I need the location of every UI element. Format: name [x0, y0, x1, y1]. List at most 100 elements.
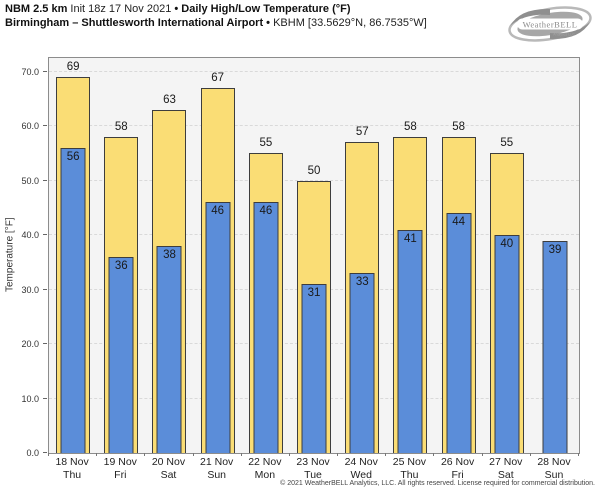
y-tick-label: 20.0 — [21, 339, 39, 350]
x-tick-date: 19 Nov — [103, 456, 137, 468]
bar-group: 39 — [531, 58, 579, 453]
bar-group: 50 31 — [290, 58, 338, 453]
low-bar — [60, 147, 86, 453]
logo-wordmark: WeatherBELL — [523, 20, 578, 30]
x-tick-weekday: Thu — [63, 469, 82, 481]
y-tick-label: 40.0 — [21, 230, 39, 241]
x-tick-weekday: Fri — [114, 469, 127, 481]
x-tick-label: 23 Nov Tue — [289, 456, 337, 482]
x-tick-weekday: Tue — [304, 469, 322, 481]
y-tick-mark — [43, 452, 47, 453]
y-tick-mark — [43, 234, 47, 236]
x-tick-weekday: Sun — [207, 469, 226, 481]
y-axis: 0.0 10.0 20.0 30.0 40.0 50.0 60.0 70.0 — [0, 57, 48, 458]
plot-area: 69 56 58 36 63 38 67 46 55 46 50 31 57 33 58 41 58 44 55 40… — [48, 57, 580, 454]
hurricane-swirl-icon: WeatherBELL Analytics LLC — [508, 6, 592, 42]
chart-header: NBM 2.5 km Init 18z 17 Nov 2021 • Daily … — [5, 2, 427, 30]
x-tick-date: 18 Nov — [55, 456, 89, 468]
x-tick-label: 27 Nov Sat — [482, 456, 530, 482]
low-bar — [253, 202, 279, 453]
x-tick-mark — [529, 453, 531, 456]
y-tick-label: 30.0 — [21, 284, 39, 295]
bar-group: 58 36 — [97, 58, 145, 453]
low-bar — [349, 273, 375, 453]
bar-group: 67 46 — [194, 58, 242, 453]
x-tick-date: 20 Nov — [151, 456, 186, 468]
model-name: NBM 2.5 km — [5, 3, 68, 15]
low-bar — [108, 256, 134, 453]
low-bar — [397, 229, 423, 453]
bar-group: 58 44 — [435, 58, 483, 453]
high-value-label: 58 — [114, 121, 128, 133]
low-value-label: 38 — [163, 248, 176, 261]
x-tick-label: 21 Nov Sun — [193, 456, 241, 482]
x-tick-date: 24 Nov — [344, 456, 378, 468]
high-value-label: 69 — [66, 61, 80, 74]
gridline — [49, 70, 579, 72]
x-tick-date: 27 Nov — [489, 456, 523, 468]
x-tick-date: 26 Nov — [440, 456, 475, 468]
x-tick-label: 20 Nov Sat — [144, 456, 192, 482]
bar-group: 57 33 — [338, 58, 386, 453]
x-tick-date: 22 Nov — [248, 456, 282, 468]
low-bar — [205, 202, 231, 453]
copyright-notice: © 2021 WeatherBELL Analytics, LLC. All r… — [280, 480, 595, 487]
x-tick-mark — [433, 453, 435, 456]
x-tick-mark — [192, 453, 194, 456]
high-value-label: 57 — [355, 126, 369, 139]
low-value-label: 31 — [307, 287, 321, 300]
low-value-label: 41 — [404, 232, 417, 245]
y-tick-label: 70.0 — [21, 66, 39, 77]
header-title-line2: Birmingham – Shuttlesworth International… — [5, 16, 427, 30]
x-tick-mark — [240, 453, 242, 456]
high-value-label: 50 — [307, 164, 321, 177]
low-value-label: 46 — [211, 205, 225, 218]
x-tick-label: 19 Nov Fri — [96, 456, 144, 482]
x-tick-label: 24 Nov Wed — [337, 456, 385, 482]
low-value-label: 36 — [114, 259, 128, 272]
low-value-label: 56 — [66, 150, 80, 163]
product-name: Daily High/Low Temperature (°F) — [181, 3, 351, 15]
low-bar — [156, 245, 182, 453]
low-value-label: 33 — [355, 276, 369, 289]
gridline — [49, 125, 579, 127]
bar-group: 69 56 — [49, 58, 97, 453]
low-value-label: 44 — [452, 216, 465, 229]
x-tick-label: 18 Nov Thu — [48, 456, 96, 482]
high-value-label: 55 — [500, 137, 514, 150]
x-tick-mark — [288, 453, 290, 456]
x-tick-label: 28 Nov Sun — [530, 456, 578, 482]
y-tick-label: 0.0 — [26, 448, 39, 458]
weatherbell-logo: WeatherBELL Analytics LLC — [506, 2, 594, 48]
low-value-label: 40 — [500, 238, 514, 251]
gridline — [49, 179, 579, 181]
header-title-line1: NBM 2.5 km Init 18z 17 Nov 2021 • Daily … — [5, 2, 427, 16]
x-tick-mark — [48, 453, 49, 456]
high-value-label: 63 — [163, 93, 176, 106]
y-tick-mark — [43, 179, 47, 181]
x-tick-weekday: Sun — [544, 469, 564, 481]
x-tick-weekday: Fri — [451, 469, 464, 481]
x-tick-mark — [385, 453, 387, 456]
x-tick-date: 23 Nov — [296, 456, 330, 468]
high-value-label: 67 — [211, 71, 225, 84]
bar-group: 58 41 — [386, 58, 434, 453]
y-tick-label: 50.0 — [21, 175, 39, 186]
station-id-coordinates: KBHM [33.5629°N, 86.7535°W] — [273, 17, 427, 29]
y-tick-mark — [43, 288, 47, 290]
y-tick-label: 10.0 — [21, 393, 39, 404]
x-tick-date: 21 Nov — [200, 456, 234, 468]
high-value-label: 55 — [259, 137, 273, 150]
y-tick-mark — [43, 397, 47, 399]
bar-group: 63 38 — [145, 58, 193, 453]
y-tick-mark — [43, 70, 47, 72]
y-tick-label: 60.0 — [21, 121, 39, 132]
x-tick-label: 26 Nov Fri — [434, 456, 482, 482]
init-time: Init 18z 17 Nov 2021 — [67, 3, 175, 15]
bullet-separator: • — [174, 3, 182, 15]
logo-subtext: Analytics LLC — [553, 33, 575, 37]
low-value-label: 39 — [548, 243, 562, 256]
y-tick-mark — [43, 343, 47, 345]
x-tick-mark — [481, 453, 483, 456]
